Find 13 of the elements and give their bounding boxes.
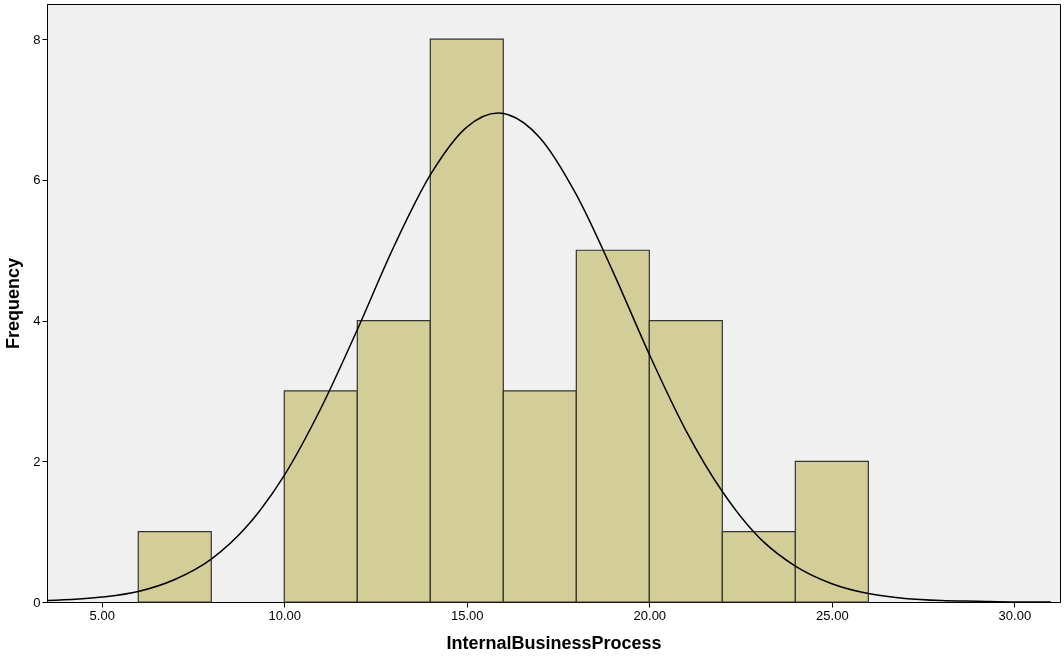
y-tick-label: 6 [33,172,41,188]
y-tick-label: 8 [33,31,41,47]
x-tick-label: 5.00 [89,607,115,623]
y-tick-label: 4 [33,313,41,329]
y-tick-label: 2 [33,453,41,469]
x-tick-label: 20.00 [633,607,667,623]
x-tick-label: 30.00 [998,607,1032,623]
x-tick-label: 10.00 [268,607,302,623]
x-tick-label: 25.00 [816,607,849,623]
y-tick-label: 0 [33,594,41,610]
y-axis-title: Frequency [3,257,24,350]
x-tick-label: 15.00 [451,607,484,623]
x-axis-title: InternalBusinessProcess [446,632,662,653]
